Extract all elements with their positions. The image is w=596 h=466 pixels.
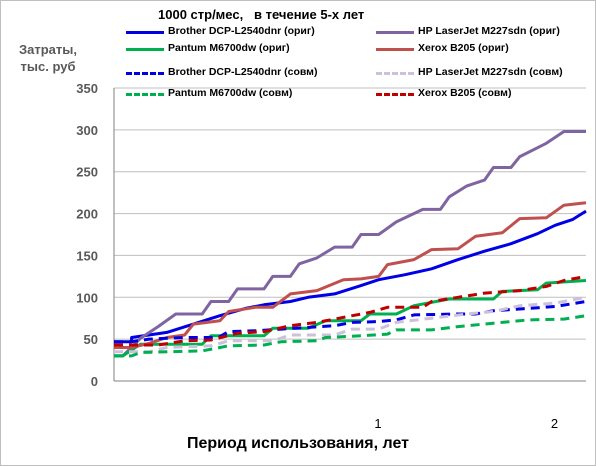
y-tick-label: 100 [76, 290, 98, 305]
series-line-6 [114, 295, 587, 354]
y-tick-label: 50 [84, 332, 98, 347]
y-tick-label: 250 [76, 165, 98, 180]
y-tick-label: 200 [76, 207, 98, 222]
x-tick-label: 1 [374, 416, 381, 431]
legend-label: HP LaserJet M227sdn (совм) [418, 66, 563, 78]
legend-swatch [376, 72, 414, 75]
y-tick-label: 150 [76, 248, 98, 263]
legend-swatch [126, 72, 164, 75]
series-line-2 [114, 130, 586, 358]
legend-label: Xerox B205 (совм) [418, 87, 512, 99]
legend-label: Pantum M6700dw (ориг) [168, 42, 290, 54]
y-tick-label: 0 [91, 374, 98, 389]
legend-swatch [126, 31, 164, 34]
legend-swatch [376, 48, 414, 51]
legend-label: HP LaserJet M227sdn (ориг) [418, 25, 560, 37]
legend-swatch [126, 48, 164, 51]
y-axis-label: Затраты, тыс. руб [19, 42, 77, 74]
series-line-4 [114, 201, 587, 349]
legend-swatch [376, 93, 414, 96]
y-tick-label: 300 [76, 123, 98, 138]
x-tick-label: 2 [551, 416, 558, 431]
legend-swatch [126, 93, 164, 96]
legend-label: Xerox B205 (ориг) [418, 42, 509, 54]
series-line-1 [114, 209, 587, 344]
legend-label: Pantum M6700dw (совм) [168, 87, 293, 99]
legend-label: Brother DCP-L2540dnr (совм) [168, 66, 318, 78]
chart-title: 1000 стр/мес, в течение 5-х лет [158, 7, 365, 22]
y-tick-label: 350 [76, 81, 98, 96]
legend-swatch [376, 31, 414, 34]
x-axis-label: Период использования, лет [187, 435, 409, 452]
series-line-7 [114, 314, 587, 358]
series-line-8 [114, 274, 587, 347]
legend-label: Brother DCP-L2540dnr (ориг) [168, 25, 315, 37]
